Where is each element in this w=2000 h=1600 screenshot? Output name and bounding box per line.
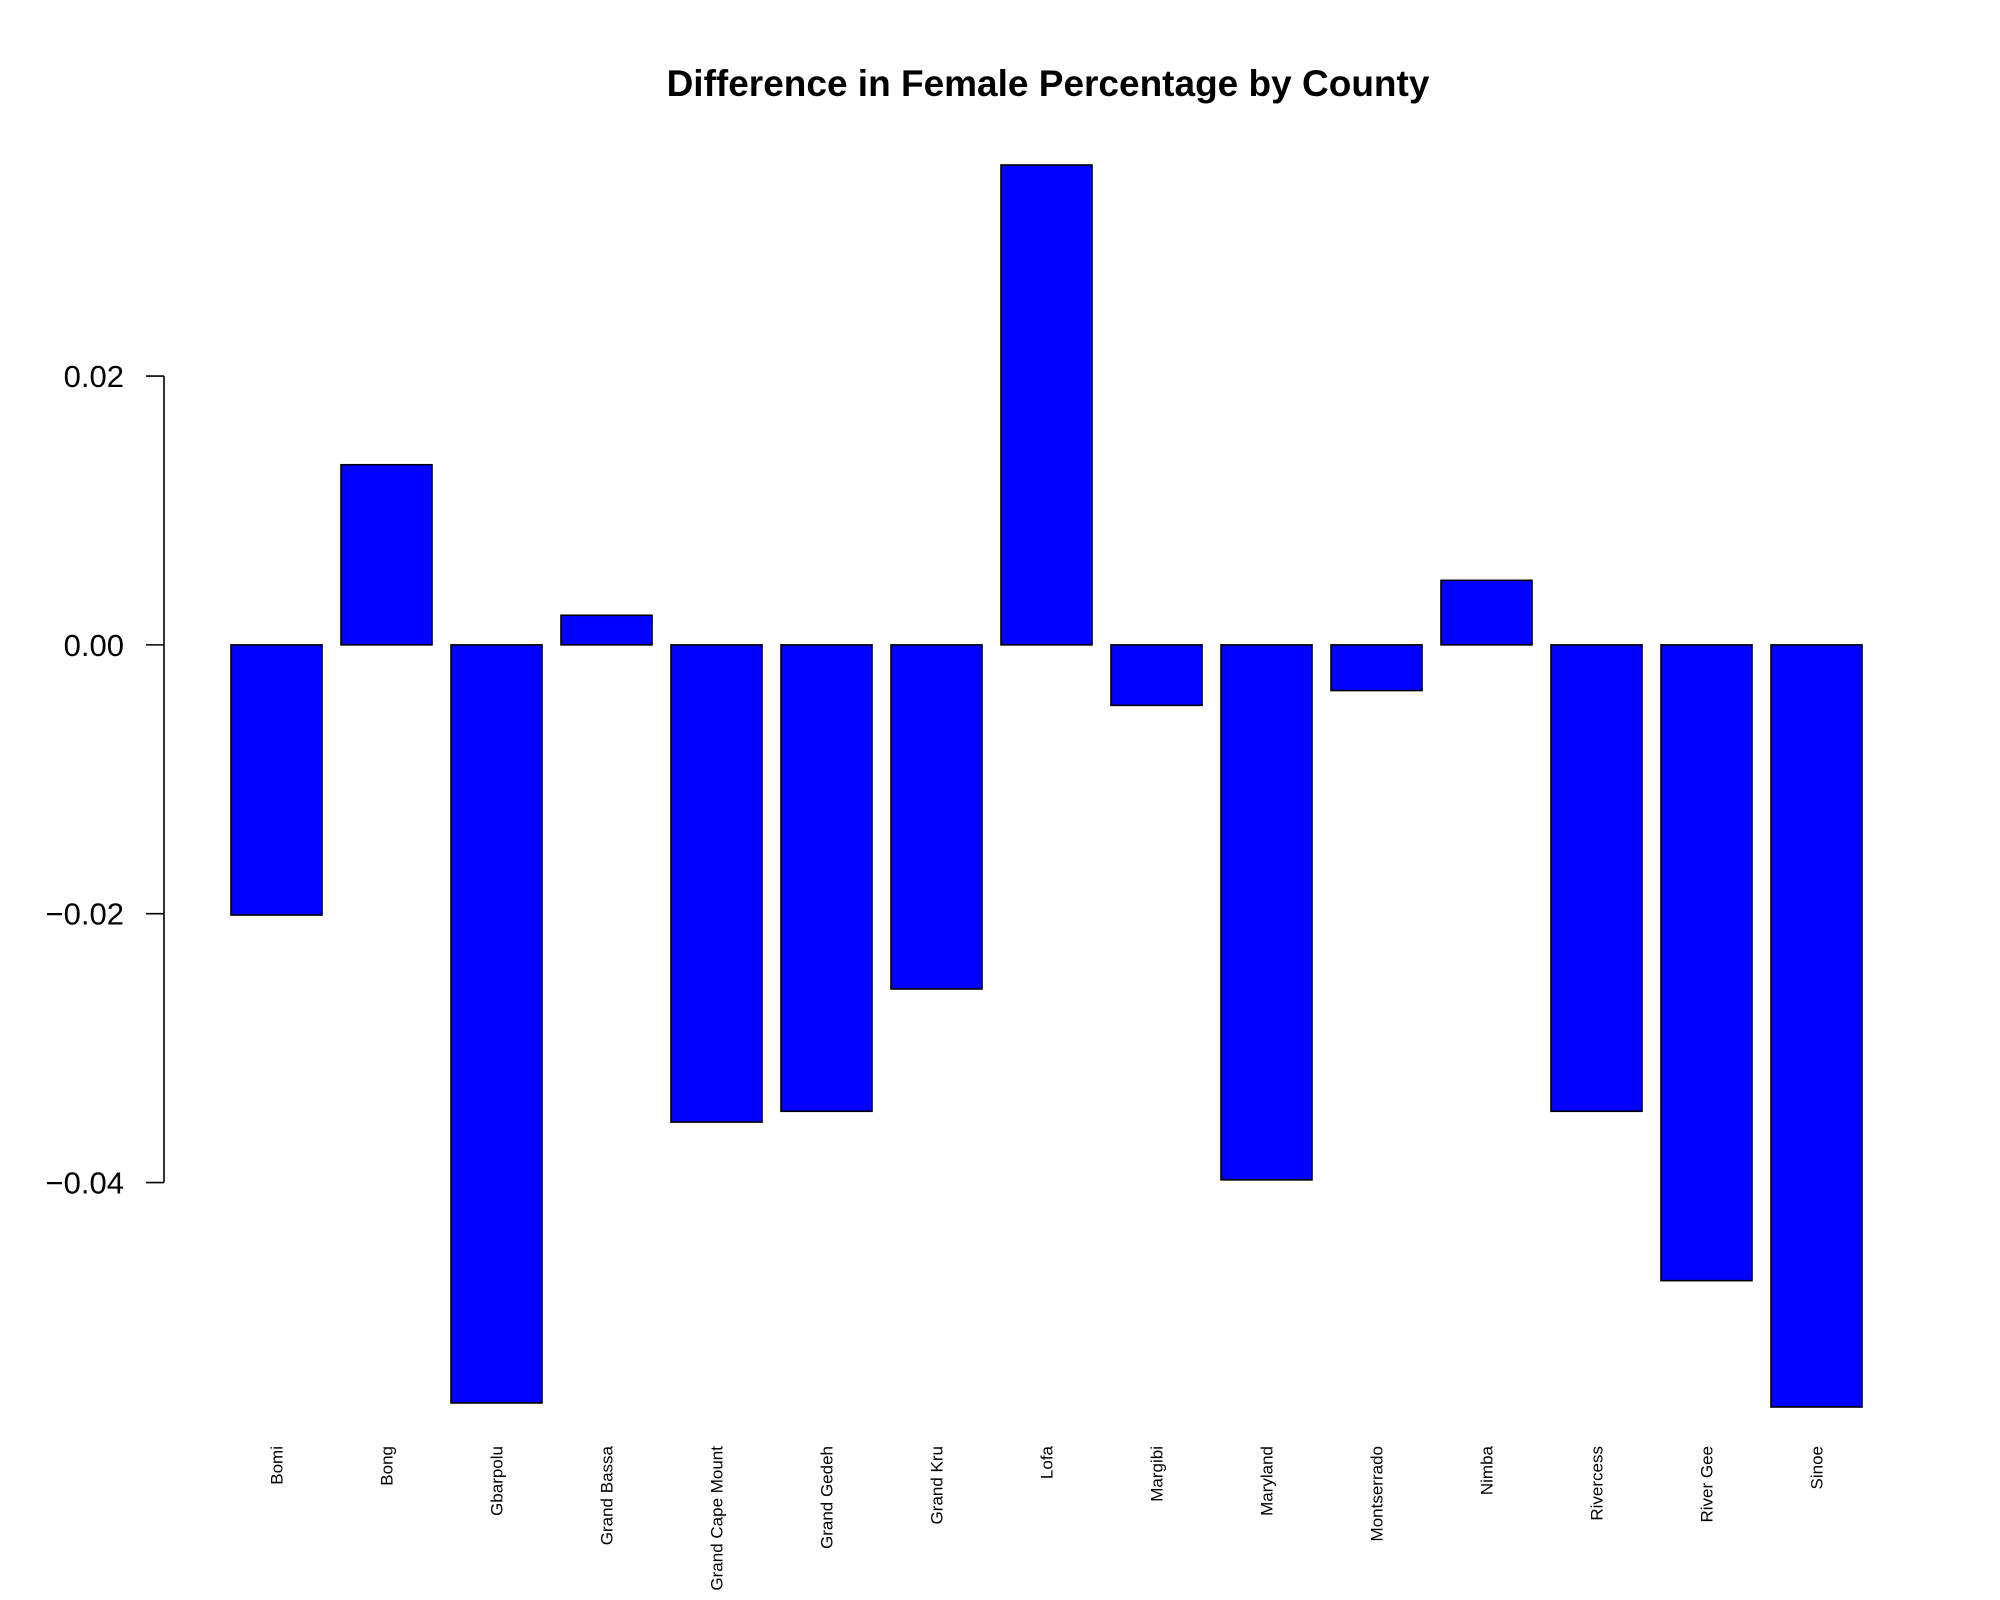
y-tick-label: 0.02 — [64, 359, 124, 394]
bar-grand-kru — [890, 644, 983, 990]
x-tick-label: Grand Cape Mount — [708, 1446, 727, 1591]
x-tick-label: Bomi — [268, 1446, 287, 1485]
x-tick-label: Sinoe — [1808, 1446, 1827, 1489]
bar-river-gee — [1660, 644, 1753, 1282]
x-tick-label: Gbarpolu — [488, 1446, 507, 1516]
bar-nimba — [1440, 579, 1533, 646]
x-tick-label: Lofa — [1038, 1445, 1057, 1479]
bar-grand-cape-mount — [670, 644, 763, 1123]
x-tick-label: Grand Gedeh — [818, 1446, 837, 1549]
bar-lofa — [1000, 164, 1093, 646]
chart-title: Difference in Female Percentage by Count… — [667, 63, 1430, 104]
bar-maryland — [1220, 644, 1313, 1181]
bar-montserrado — [1330, 644, 1423, 692]
x-tick-label: Montserrado — [1368, 1446, 1387, 1541]
y-tick-label: −0.04 — [46, 1166, 124, 1201]
x-tick-label: Grand Kru — [928, 1446, 947, 1524]
bar-sinoe — [1770, 644, 1863, 1408]
bar-bong — [340, 463, 433, 646]
y-tick-label: 0.00 — [64, 628, 124, 663]
x-tick-label: Nimba — [1478, 1445, 1497, 1495]
x-tick-label: River Gee — [1698, 1446, 1717, 1523]
x-tick-label: Margibi — [1148, 1446, 1167, 1502]
x-tick-label: Grand Bassa — [598, 1445, 617, 1545]
y-axis: −0.04 −0.02 0.00 0.02 — [46, 359, 165, 1201]
bar-margibi — [1110, 644, 1203, 707]
bar-grand-gedeh — [780, 644, 873, 1113]
x-tick-label: Maryland — [1258, 1446, 1277, 1516]
x-tick-label: Rivercess — [1588, 1446, 1607, 1521]
x-tick-label: Bong — [378, 1446, 397, 1486]
bar-grand-bassa — [560, 614, 653, 646]
bar-bomi — [230, 644, 323, 916]
bar-gbarpolu — [450, 644, 543, 1404]
bar-rivercess — [1550, 644, 1643, 1113]
bars-group — [230, 164, 1863, 1408]
x-tick-labels: Bomi Bong Gbarpolu Grand Bassa Grand Cape Mo… — [268, 1445, 1827, 1590]
y-tick-label: −0.02 — [46, 897, 124, 932]
